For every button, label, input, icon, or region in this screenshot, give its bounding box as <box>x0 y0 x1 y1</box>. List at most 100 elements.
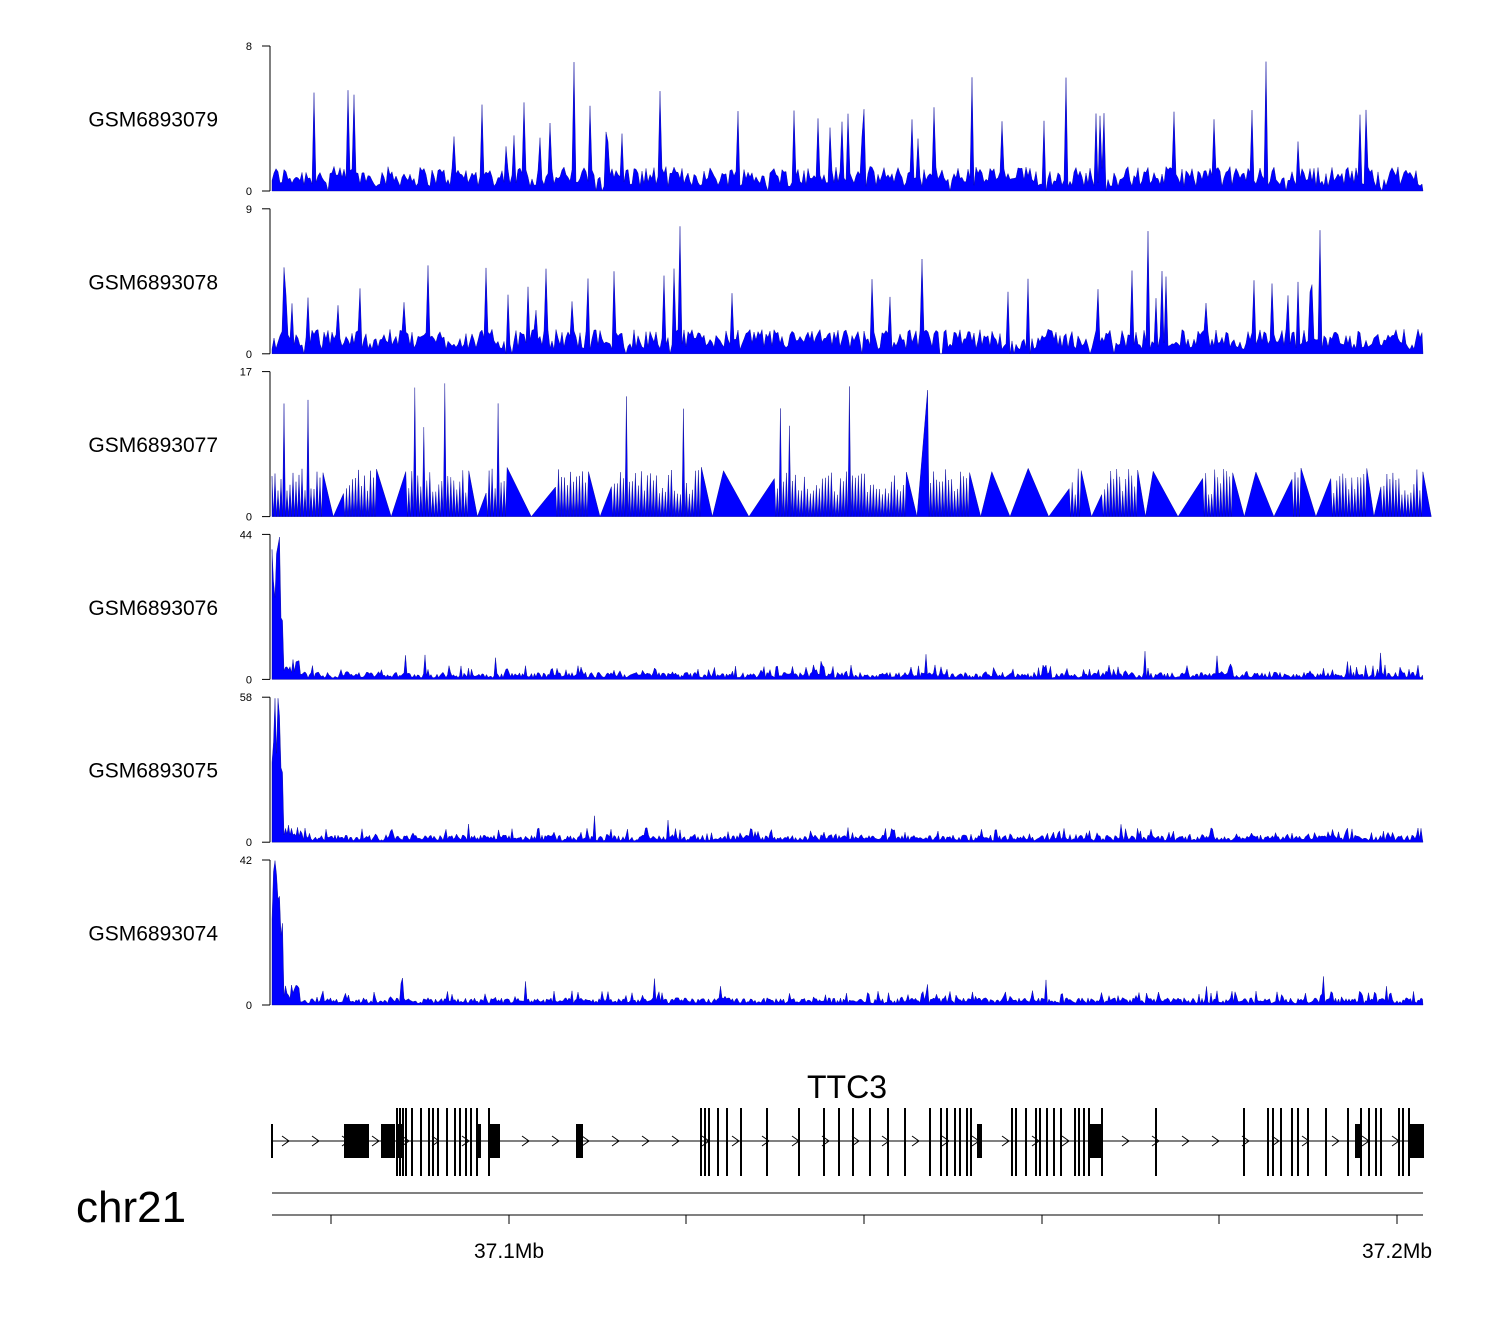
track-label: GSM6893075 <box>88 760 218 783</box>
exon <box>478 1124 481 1158</box>
strand-arrow <box>1061 1135 1070 1147</box>
exon <box>966 1108 968 1176</box>
strand-arrow <box>611 1135 620 1147</box>
exon <box>1039 1108 1041 1176</box>
exon <box>381 1124 395 1158</box>
exon <box>1011 1108 1013 1176</box>
exon <box>1380 1108 1382 1176</box>
track-GSM6893079: GSM6893079 8 0 <box>88 41 1424 198</box>
exon <box>1291 1108 1293 1176</box>
exon <box>432 1108 434 1176</box>
track-label: GSM6893076 <box>88 597 218 620</box>
y-max-label: 9 <box>246 204 252 216</box>
strand-arrow <box>761 1135 770 1147</box>
coverage-area <box>271 226 1424 355</box>
exon <box>420 1108 422 1176</box>
exon <box>940 1108 942 1176</box>
exon <box>887 1108 889 1176</box>
exon <box>1355 1124 1362 1158</box>
exon <box>465 1108 467 1176</box>
strand-arrow <box>581 1135 590 1147</box>
coverage-area <box>271 698 1424 843</box>
track-label: GSM6893079 <box>88 109 218 132</box>
strand-arrow <box>551 1135 560 1147</box>
exon <box>1347 1108 1349 1176</box>
track-label: GSM6893074 <box>88 923 218 946</box>
exon <box>959 1108 961 1176</box>
exon <box>977 1124 982 1158</box>
strand-arrow <box>911 1135 920 1147</box>
gene-annotation: TTC3 <box>271 1069 1424 1176</box>
y-min-label: 0 <box>246 837 252 849</box>
strand-arrow <box>1151 1135 1160 1147</box>
exon <box>1267 1108 1269 1176</box>
exon <box>838 1108 840 1176</box>
gene-label: TTC3 <box>807 1069 887 1105</box>
y-max-label: 44 <box>240 529 252 541</box>
strand-arrow <box>1211 1135 1220 1147</box>
y-min-label: 0 <box>246 349 252 361</box>
exon <box>708 1108 710 1176</box>
exon <box>476 1108 478 1176</box>
exon <box>954 1108 956 1176</box>
exon <box>454 1108 456 1176</box>
exon <box>1053 1108 1055 1176</box>
exon <box>470 1108 472 1176</box>
coverage-tracks: GSM689307980GSM689307890GSM6893077170GSM… <box>88 41 1432 1012</box>
strand-arrow <box>1331 1135 1340 1147</box>
exon <box>1060 1108 1062 1176</box>
exon <box>1090 1124 1101 1158</box>
strand-arrow <box>731 1135 740 1147</box>
y-min-label: 0 <box>246 512 252 524</box>
exon <box>904 1108 906 1176</box>
exon <box>1101 1108 1103 1176</box>
exon <box>1083 1108 1085 1176</box>
exon <box>344 1124 369 1158</box>
exon-blocks <box>271 1108 1424 1176</box>
exon <box>798 1108 800 1176</box>
exon <box>1035 1108 1037 1176</box>
exon <box>726 1108 728 1176</box>
exon <box>1046 1108 1048 1176</box>
chromosome-label: chr21 <box>76 1183 186 1232</box>
exon <box>700 1108 702 1176</box>
exon <box>1325 1108 1327 1176</box>
strand-arrow <box>641 1135 650 1147</box>
y-max-label: 58 <box>240 692 252 704</box>
strand-arrow <box>1121 1135 1130 1147</box>
axis-tick-label: 37.2Mb <box>1362 1240 1432 1263</box>
exon <box>1015 1108 1017 1176</box>
exon <box>459 1108 461 1176</box>
strand-arrow <box>941 1135 950 1147</box>
strand-arrow <box>371 1135 380 1147</box>
strand-arrow <box>851 1135 860 1147</box>
coverage-area <box>271 537 1424 680</box>
exon <box>766 1108 768 1176</box>
exon <box>446 1108 448 1176</box>
strand-arrow <box>461 1135 470 1147</box>
exon <box>411 1108 413 1176</box>
exon <box>1375 1108 1377 1176</box>
exon <box>1088 1108 1090 1176</box>
y-min-label: 0 <box>246 186 252 198</box>
exon <box>1155 1108 1157 1176</box>
track-GSM6893077: GSM6893077 17 0 <box>88 367 1432 524</box>
exon <box>946 1108 948 1176</box>
y-max-label: 42 <box>240 855 252 867</box>
track-GSM6893078: GSM6893078 9 0 <box>88 204 1424 361</box>
exon <box>428 1108 430 1176</box>
exon <box>1243 1108 1245 1176</box>
exon <box>717 1108 719 1176</box>
exon <box>1272 1108 1274 1176</box>
exon <box>488 1124 500 1158</box>
exon <box>1078 1108 1080 1176</box>
axis-tick-label: 37.1Mb <box>474 1240 544 1263</box>
exon <box>396 1124 404 1158</box>
axis-ticks: 37.1Mb 37.2Mb <box>330 1215 1432 1263</box>
exon <box>1402 1108 1404 1176</box>
exon <box>1025 1108 1027 1176</box>
genome-axis: chr21 37.1Mb 37.2Mb <box>76 1183 1432 1263</box>
exon <box>1074 1108 1076 1176</box>
strand-arrow <box>1181 1135 1190 1147</box>
exon <box>852 1108 854 1176</box>
